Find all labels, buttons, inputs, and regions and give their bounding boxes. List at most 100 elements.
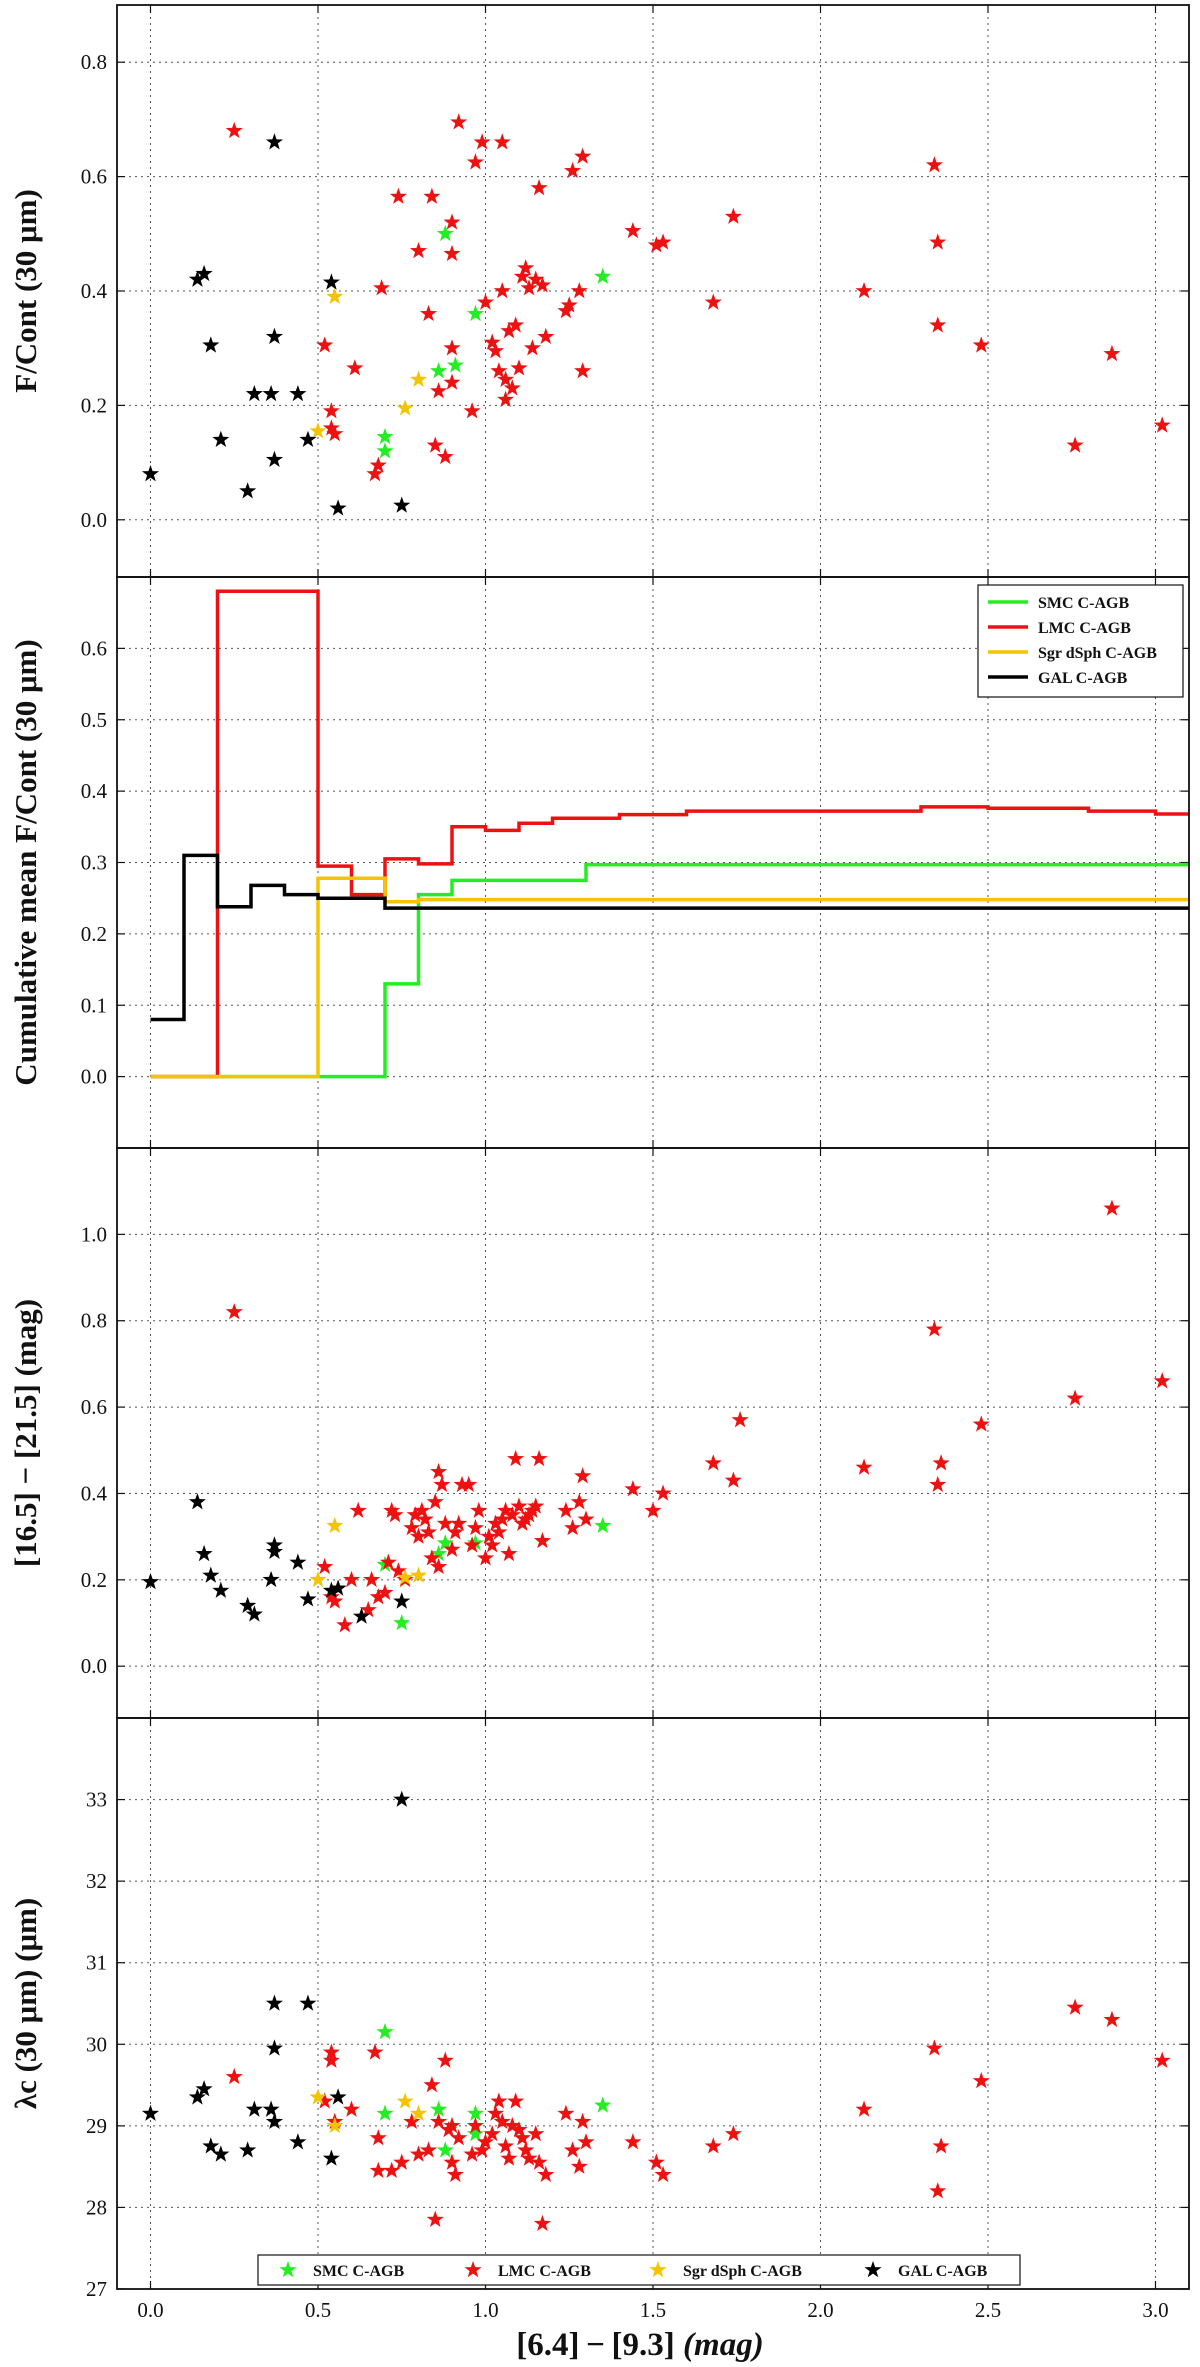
y-tick-label: 0.5 xyxy=(81,708,107,732)
data-point xyxy=(322,273,340,290)
data-point xyxy=(245,2100,263,2117)
data-point xyxy=(430,2112,448,2130)
data-point xyxy=(450,2129,468,2146)
data-point xyxy=(537,2165,555,2183)
grid xyxy=(117,1718,1189,2290)
data-point xyxy=(379,1553,397,1570)
data-point xyxy=(393,2153,411,2170)
data-point xyxy=(430,382,448,399)
data-point xyxy=(497,390,515,407)
data-point xyxy=(393,1592,411,1609)
data-point xyxy=(490,362,508,379)
data-point xyxy=(1103,1199,1121,1216)
plot-data xyxy=(141,1790,1171,2232)
data-point xyxy=(530,1449,548,1467)
data-point xyxy=(326,1592,344,1609)
data-point xyxy=(446,1523,464,1540)
data-point xyxy=(289,2133,307,2150)
series-gal xyxy=(141,1493,411,1624)
legend-label: LMC C-AGB xyxy=(498,2263,591,2280)
series-lmc xyxy=(225,113,1171,482)
data-point xyxy=(369,2161,387,2178)
y-tick-label: 31 xyxy=(86,1951,107,1975)
data-point xyxy=(925,1320,943,1337)
data-point xyxy=(724,207,742,224)
data-point xyxy=(349,1501,367,1519)
data-point xyxy=(403,1519,421,1536)
data-point xyxy=(530,179,548,196)
data-point xyxy=(430,1557,448,1575)
data-point xyxy=(426,2210,444,2227)
data-point xyxy=(570,2157,588,2174)
data-point xyxy=(574,2112,592,2130)
data-point xyxy=(1103,2010,1121,2028)
data-point xyxy=(430,1462,448,1480)
data-point xyxy=(262,384,280,402)
data-point xyxy=(483,2125,501,2142)
data-point xyxy=(396,2092,414,2109)
data-point xyxy=(322,2149,340,2166)
data-point xyxy=(533,1531,552,1549)
data-point xyxy=(262,2100,280,2117)
data-point xyxy=(409,1566,428,1583)
data-point xyxy=(419,2141,438,2158)
data-point xyxy=(322,2043,340,2060)
data-point xyxy=(925,2039,943,2056)
data-point xyxy=(443,339,461,356)
data-point xyxy=(376,2023,394,2040)
data-point xyxy=(1153,416,1171,433)
data-point xyxy=(322,2051,340,2068)
data-point xyxy=(443,1540,461,1557)
data-point xyxy=(932,2137,950,2154)
data-point xyxy=(450,113,468,130)
data-point xyxy=(972,2071,990,2089)
data-point xyxy=(466,1534,485,1551)
data-point xyxy=(560,296,578,313)
data-point xyxy=(929,1475,947,1493)
data-point xyxy=(564,2141,582,2158)
data-point xyxy=(376,1583,394,1601)
data-point xyxy=(436,224,454,242)
data-point xyxy=(647,236,665,253)
data-point xyxy=(430,2100,448,2117)
data-point xyxy=(483,333,501,350)
data-point xyxy=(363,1570,381,1588)
data-point xyxy=(577,1510,595,1527)
data-point xyxy=(245,1605,263,1622)
data-point xyxy=(443,2153,461,2170)
data-point xyxy=(389,187,407,204)
data-point xyxy=(436,1534,454,1551)
x-tick-label: 0.5 xyxy=(305,2298,331,2322)
data-point xyxy=(533,276,552,293)
data-point xyxy=(225,2067,243,2085)
data-point xyxy=(309,2088,327,2105)
data-point xyxy=(436,2141,454,2158)
data-point xyxy=(336,1616,354,1633)
data-point xyxy=(557,1501,575,1519)
data-point xyxy=(476,1549,495,1566)
data-point xyxy=(443,244,461,262)
data-point xyxy=(1066,436,1084,453)
data-point xyxy=(483,1536,501,1553)
y-tick-label: 0.8 xyxy=(81,1309,107,1333)
data-point xyxy=(490,2092,508,2109)
data-point xyxy=(654,2165,672,2183)
data-point xyxy=(1066,1389,1084,1406)
data-point xyxy=(265,1994,284,2011)
data-point xyxy=(322,402,340,419)
data-point xyxy=(654,1484,672,1501)
y-tick-label: 0.2 xyxy=(81,922,107,946)
data-point xyxy=(510,2120,528,2138)
y-tick-label: 0.2 xyxy=(81,1568,107,1592)
data-point xyxy=(497,2137,515,2154)
legend-handle-smc xyxy=(279,2261,297,2278)
data-point xyxy=(326,2116,344,2134)
data-point xyxy=(188,270,206,287)
data-point xyxy=(929,233,947,250)
data-point xyxy=(396,1568,414,1585)
data-point xyxy=(466,2104,485,2121)
data-point xyxy=(564,1519,582,1536)
data-point xyxy=(1103,344,1121,362)
data-point xyxy=(624,2133,642,2150)
data-point xyxy=(855,2100,873,2117)
